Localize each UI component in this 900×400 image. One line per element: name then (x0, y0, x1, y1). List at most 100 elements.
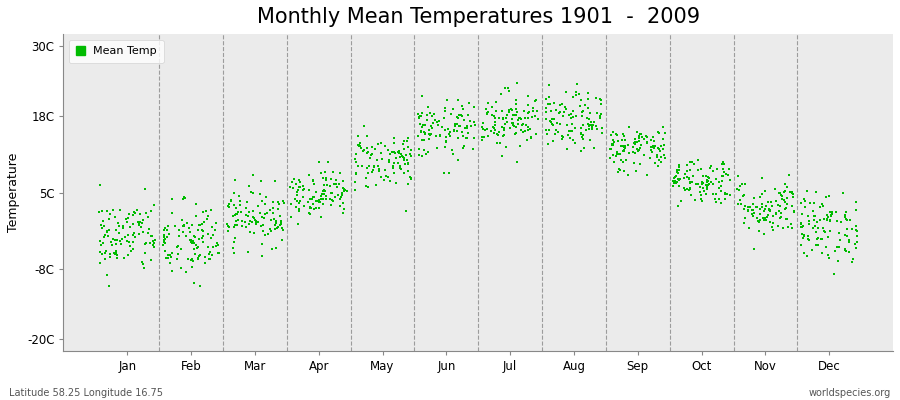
Point (715, 161, 729, 168)
Point (555, 133, 570, 139)
Point (411, 111, 426, 117)
Point (420, 117, 435, 123)
Point (193, 283, 207, 289)
Point (685, 159, 699, 165)
Point (794, 200, 808, 206)
Text: Latitude 58.25 Longitude 16.75: Latitude 58.25 Longitude 16.75 (9, 388, 163, 398)
Point (333, 202, 347, 209)
Point (361, 170, 375, 176)
Point (384, 148, 399, 155)
Point (196, 209, 211, 215)
Point (97, 232, 112, 238)
Point (392, 148, 406, 154)
Point (656, 145, 670, 152)
Point (418, 130, 432, 137)
Point (336, 200, 350, 206)
Point (652, 130, 666, 136)
Point (572, 103, 587, 109)
Point (266, 210, 280, 216)
Point (331, 192, 346, 198)
Point (130, 207, 144, 214)
Point (274, 225, 289, 231)
Point (309, 189, 323, 196)
Point (795, 220, 809, 226)
Point (785, 225, 799, 231)
Point (254, 223, 268, 229)
Point (335, 192, 349, 198)
Point (632, 132, 646, 139)
Point (174, 265, 188, 271)
Point (462, 100, 476, 106)
Point (316, 196, 330, 202)
Point (360, 150, 374, 156)
Point (126, 221, 140, 228)
Point (191, 226, 205, 233)
Point (182, 225, 196, 232)
Point (498, 84, 512, 91)
Point (759, 217, 773, 223)
Point (284, 214, 298, 220)
Point (395, 141, 410, 148)
Point (786, 191, 800, 197)
Point (753, 217, 768, 223)
Point (639, 133, 653, 140)
Point (769, 210, 783, 217)
Point (227, 239, 241, 245)
Point (637, 152, 652, 158)
Point (772, 190, 787, 196)
Point (708, 176, 723, 182)
Point (731, 201, 745, 208)
Point (539, 95, 554, 102)
Point (496, 116, 510, 122)
Point (241, 183, 256, 189)
Point (392, 164, 407, 171)
Point (400, 157, 414, 164)
Point (456, 117, 471, 124)
Point (627, 139, 642, 146)
Point (654, 159, 669, 166)
Point (809, 189, 824, 195)
Point (750, 204, 764, 210)
Point (542, 81, 556, 88)
Point (198, 254, 212, 260)
Point (495, 108, 509, 114)
Point (257, 214, 272, 221)
Point (466, 146, 481, 152)
Point (586, 121, 600, 128)
Point (373, 167, 387, 174)
Point (253, 190, 267, 197)
Point (247, 190, 261, 196)
Point (796, 223, 811, 230)
Point (811, 235, 825, 242)
Point (506, 112, 520, 118)
Point (221, 200, 236, 207)
Point (529, 108, 544, 114)
Point (353, 140, 367, 146)
Point (585, 124, 599, 131)
Point (95, 218, 110, 224)
Point (418, 122, 432, 128)
Point (606, 142, 620, 149)
Point (158, 236, 172, 242)
Point (412, 146, 427, 152)
Point (271, 206, 285, 212)
Point (488, 115, 502, 121)
Point (208, 227, 222, 233)
Point (356, 148, 371, 154)
Point (261, 231, 275, 237)
Point (701, 178, 716, 184)
Point (140, 210, 154, 216)
Point (761, 207, 776, 213)
Point (699, 179, 714, 186)
Point (474, 137, 489, 143)
Point (195, 234, 210, 241)
Point (364, 143, 379, 150)
Point (805, 247, 819, 253)
Point (392, 150, 407, 156)
Point (307, 206, 321, 212)
Point (352, 142, 366, 149)
Point (719, 171, 733, 178)
Point (203, 249, 218, 255)
Point (305, 196, 320, 202)
Point (773, 202, 788, 209)
